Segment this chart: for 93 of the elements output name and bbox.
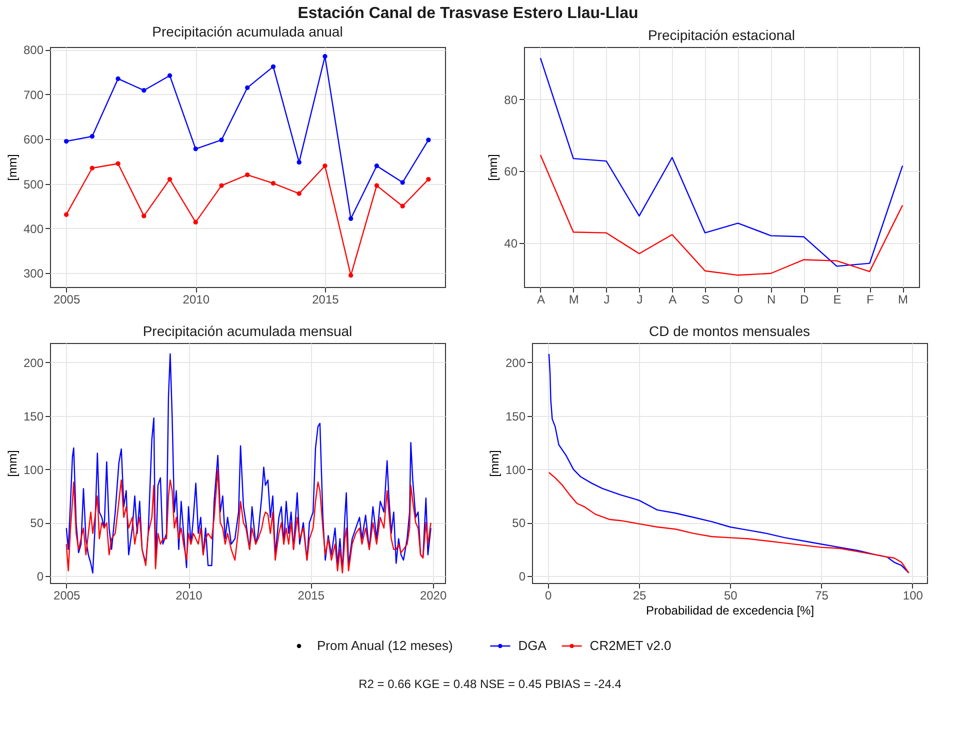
chart-title: CD de montos mensuales (648, 323, 810, 339)
point (245, 172, 250, 178)
x-tick-label: M (568, 292, 579, 306)
line-series (540, 58, 904, 267)
point (245, 85, 250, 90)
y-tick-label: 300 (23, 266, 44, 281)
x-tick-label: J (604, 292, 610, 306)
legend-label: CR2MET v2.0 (590, 638, 672, 653)
y-tick-label: 100 (23, 462, 44, 477)
x-tick-label: A (668, 292, 677, 306)
x-tick-label: O (734, 292, 744, 306)
point (219, 183, 224, 188)
point (167, 176, 172, 182)
y-tick-label: 80 (504, 92, 518, 107)
text: R2 = 0.66 KGE = 0.48 NSE = 0.45 PBIAS = -24.4 (358, 677, 622, 691)
y-tick-label: 700 (23, 88, 44, 102)
x-tick-label: 2005 (53, 292, 80, 306)
y-tick-label: 800 (23, 43, 44, 58)
y-tick-label: 50 (512, 516, 526, 530)
y-tick-label: 200 (505, 356, 526, 370)
x-tick-label: 2015 (298, 588, 325, 602)
x-tick-label: A (536, 292, 545, 306)
x-tick-label: 75 (815, 588, 829, 602)
point (322, 164, 328, 168)
y-tick-label: 600 (23, 132, 44, 147)
point (116, 76, 120, 82)
line-series (548, 472, 910, 574)
point (167, 73, 172, 78)
point (348, 216, 354, 221)
line-series (66, 468, 432, 574)
x-tick-label: 100 (902, 588, 924, 602)
point (348, 273, 354, 278)
point (193, 146, 198, 152)
x-tick-label: 2010 (176, 588, 203, 602)
y-tick-label: 500 (23, 177, 44, 192)
y-tick-label: 150 (505, 409, 526, 424)
y-tick-label: 40 (504, 236, 518, 250)
point (322, 54, 328, 59)
y-tick-label: 0 (36, 570, 44, 584)
y-tick-label: 60 (504, 164, 518, 179)
legend-label: Prom Anual (12 meses) (317, 638, 453, 653)
point (426, 176, 431, 182)
x-tick-label: 2015 (312, 292, 340, 306)
x-tick-label: N (767, 292, 776, 306)
y-tick-label: 200 (23, 356, 44, 370)
point (64, 212, 69, 217)
y-tick-label: 100 (505, 462, 526, 477)
point (90, 166, 95, 170)
point (426, 138, 431, 142)
point (90, 134, 95, 139)
point (374, 183, 380, 188)
point (142, 214, 146, 218)
x-axis-title: Probabilidad de excedencia [%] (646, 604, 814, 618)
point (116, 161, 120, 166)
line-series (540, 154, 904, 276)
point (270, 64, 276, 70)
point (142, 88, 146, 93)
chart-title: Precipitación acumulada anual (152, 24, 343, 40)
x-tick-label: J (636, 292, 643, 306)
x-tick-label: S (702, 292, 710, 306)
y-axis-title: [mm] (487, 450, 502, 477)
x-tick-label: 25 (632, 588, 646, 602)
y-axis-title: [mm] (486, 154, 500, 181)
y-axis-title: [mm] (5, 154, 20, 181)
y-axis-title: [mm] (5, 450, 20, 477)
y-tick-label: 50 (30, 516, 44, 530)
x-tick-label: D (800, 292, 809, 306)
x-tick-label: F (866, 292, 874, 306)
point (64, 138, 69, 144)
point (193, 220, 198, 225)
x-tick-label: 2020 (420, 588, 447, 602)
point (296, 160, 302, 165)
point (400, 204, 405, 208)
point (400, 180, 405, 185)
y-tick-label: 400 (23, 222, 44, 236)
y-tick-label: 150 (23, 409, 44, 424)
x-tick-label: E (833, 292, 842, 306)
x-tick-label: 2010 (182, 292, 210, 306)
x-tick-label: 0 (545, 588, 552, 602)
x-tick-label: M (898, 292, 908, 306)
x-tick-label: 2005 (54, 588, 81, 602)
line-series (66, 353, 432, 574)
text: Estación Canal de Trasvase Estero Llau-Llau (298, 5, 638, 22)
chart-title: Precipitación estacional (648, 27, 796, 43)
x-tick-label: 50 (724, 588, 738, 602)
point (270, 180, 276, 186)
point (219, 138, 224, 142)
point (374, 164, 380, 168)
y-tick-label: 0 (518, 570, 526, 584)
legend-label: DGA (518, 638, 547, 653)
chart-title: Precipitación acumulada mensual (142, 323, 352, 339)
point (296, 191, 302, 196)
line-series (548, 353, 910, 574)
